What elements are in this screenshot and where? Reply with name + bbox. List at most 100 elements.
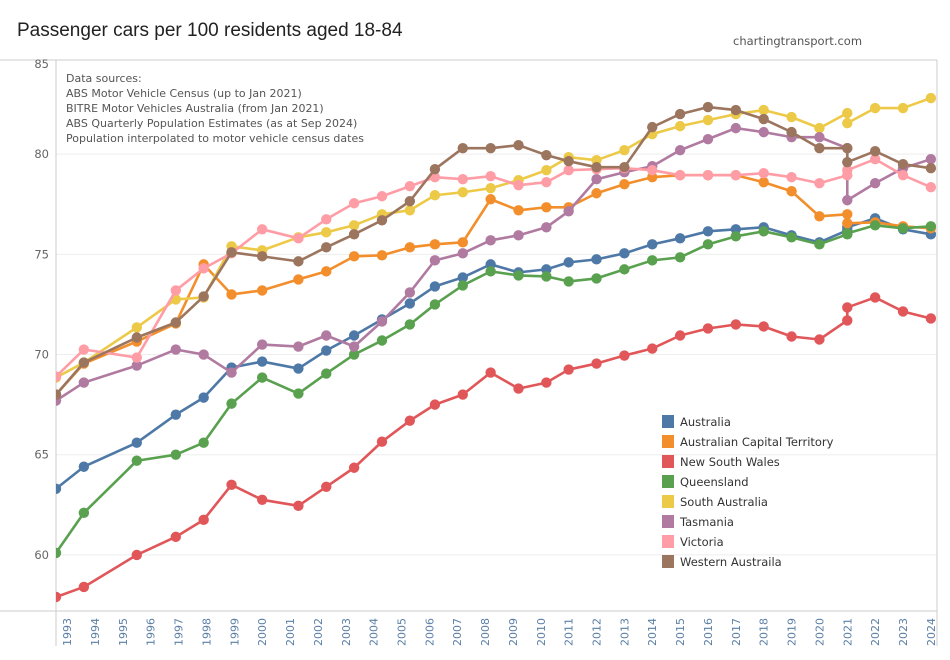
- legend-swatch: [662, 435, 674, 448]
- data-point: [842, 165, 853, 176]
- note-line: ABS Motor Vehicle Census (up to Jan 2021…: [66, 87, 302, 100]
- data-point: [429, 399, 441, 410]
- legend-label: Queensland: [680, 475, 749, 489]
- data-point: [321, 214, 332, 225]
- data-point: [674, 233, 686, 244]
- x-tick-label: 2011: [563, 618, 576, 646]
- data-point: [541, 149, 552, 161]
- x-tick-label: 1993: [61, 618, 74, 646]
- data-point: [198, 263, 209, 274]
- data-point: [541, 377, 552, 388]
- data-point: [513, 139, 524, 151]
- data-point: [485, 142, 496, 154]
- data-point: [591, 273, 602, 284]
- data-point: [674, 330, 686, 341]
- data-point: [869, 178, 881, 189]
- data-point: [293, 341, 304, 352]
- data-point: [457, 248, 468, 259]
- data-point: [619, 350, 630, 361]
- data-point: [376, 335, 388, 346]
- data-point: [897, 158, 909, 170]
- data-point: [758, 104, 769, 116]
- data-point: [348, 198, 360, 209]
- data-point: [293, 233, 304, 244]
- x-tick-label: 2012: [591, 618, 604, 646]
- chart-title: Passenger cars per 100 residents aged 18…: [17, 20, 403, 41]
- data-point: [256, 251, 268, 262]
- data-point: [485, 367, 496, 378]
- data-point: [702, 133, 714, 145]
- data-point: [321, 266, 332, 277]
- x-tick-label: 2016: [702, 618, 715, 646]
- data-point: [198, 437, 209, 448]
- data-point: [256, 356, 268, 367]
- data-point: [730, 122, 742, 134]
- data-point: [56, 547, 62, 559]
- legend-item: Western Austraila: [662, 555, 782, 569]
- note-line: BITRE Motor Vehicles Australia (from Jan…: [66, 102, 324, 115]
- x-tick-label: 1994: [89, 618, 102, 646]
- data-point: [348, 462, 360, 473]
- legend-label: Australia: [680, 415, 731, 429]
- data-point: [541, 177, 552, 188]
- legend-swatch: [662, 475, 674, 488]
- x-tick-label: 2001: [284, 618, 297, 646]
- legend-swatch: [662, 535, 674, 548]
- data-point: [842, 107, 853, 119]
- data-point: [842, 156, 853, 168]
- data-point: [56, 371, 62, 382]
- data-point: [170, 317, 182, 328]
- data-point: [842, 195, 853, 206]
- data-point: [869, 153, 881, 165]
- data-point: [814, 142, 825, 154]
- data-point: [674, 108, 686, 120]
- data-point: [591, 358, 602, 369]
- data-point: [541, 271, 552, 282]
- data-point: [647, 239, 658, 250]
- data-point: [78, 461, 90, 472]
- x-tick-label: 1998: [200, 618, 213, 646]
- data-point: [702, 101, 714, 113]
- x-tick-label: 2022: [869, 618, 882, 646]
- y-tick-label: 65: [34, 448, 49, 462]
- data-point: [321, 368, 332, 379]
- data-point: [404, 181, 416, 192]
- data-point: [170, 409, 182, 420]
- y-axis-ticks: 60 65 70 75 80 85: [34, 57, 49, 562]
- data-point: [429, 239, 441, 250]
- data-point: [78, 357, 90, 368]
- data-point: [563, 206, 574, 217]
- data-point: [348, 229, 360, 240]
- data-point: [925, 162, 937, 174]
- data-point: [730, 170, 742, 181]
- legend-label: Tasmania: [679, 515, 734, 529]
- data-point: [293, 500, 304, 512]
- legend-item: South Australia: [662, 495, 768, 509]
- data-point: [814, 178, 825, 189]
- x-tick-label: 1999: [228, 618, 241, 646]
- data-point: [647, 343, 658, 354]
- data-point: [78, 344, 90, 355]
- data-point: [513, 383, 524, 394]
- note-line: Population interpolated to motor vehicle…: [66, 132, 364, 145]
- data-point: [56, 591, 62, 603]
- x-tick-label: 2009: [507, 618, 520, 646]
- x-tick-label: 2004: [368, 618, 381, 646]
- data-point: [869, 292, 881, 303]
- data-point: [376, 436, 388, 447]
- data-point: [786, 111, 797, 123]
- data-point: [702, 114, 714, 126]
- data-point: [647, 121, 658, 133]
- legend-label: Australian Capital Territory: [680, 435, 834, 449]
- x-tick-label: 2010: [535, 618, 548, 646]
- data-point: [869, 220, 881, 231]
- data-point: [814, 334, 825, 345]
- data-point: [842, 228, 853, 239]
- data-point: [348, 330, 360, 341]
- series-queensland: [56, 220, 937, 559]
- data-point: [786, 331, 797, 342]
- legend-label: Western Austraila: [680, 555, 782, 569]
- y-tick-label: 85: [34, 57, 49, 71]
- legend-item: Tasmania: [662, 515, 734, 529]
